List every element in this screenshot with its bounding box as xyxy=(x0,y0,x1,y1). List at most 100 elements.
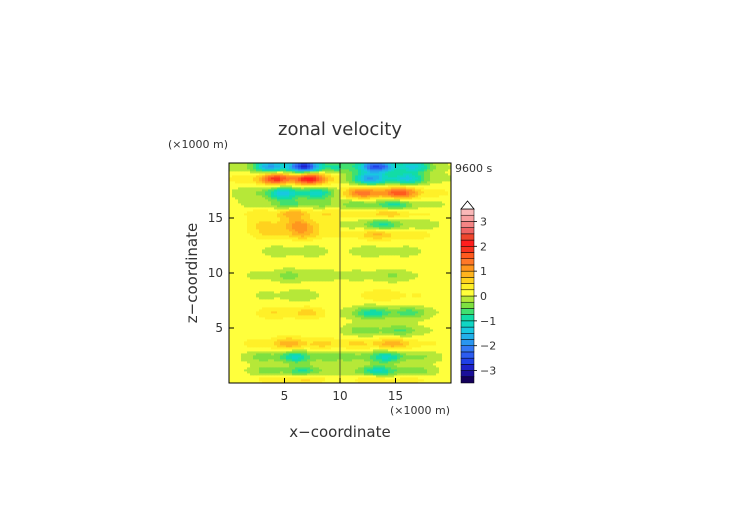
heatmap-cell xyxy=(310,323,314,326)
heatmap-cell xyxy=(229,303,233,306)
heatmap-cell xyxy=(388,357,392,360)
heatmap-cell xyxy=(235,361,239,364)
heatmap-cell xyxy=(319,357,323,360)
heatmap-cell xyxy=(325,311,329,314)
heatmap-cell xyxy=(445,285,449,288)
heatmap-cell xyxy=(445,313,449,316)
heatmap-cell xyxy=(448,303,451,306)
heatmap-cell xyxy=(394,359,398,362)
heatmap-cell xyxy=(370,341,374,344)
heatmap-cell xyxy=(268,307,272,310)
heatmap-cell xyxy=(337,327,341,330)
heatmap-cell xyxy=(313,253,317,256)
heatmap-cell xyxy=(295,279,299,282)
heatmap-cell xyxy=(334,325,338,328)
heatmap-cell xyxy=(421,381,425,383)
heatmap-cell xyxy=(415,297,419,300)
heatmap-cell xyxy=(292,369,296,372)
heatmap-cell xyxy=(301,297,305,300)
heatmap-cell xyxy=(298,255,302,258)
heatmap-cell xyxy=(238,359,242,362)
heatmap-cell xyxy=(427,313,431,316)
heatmap-cell xyxy=(268,303,272,306)
heatmap-cell xyxy=(433,317,437,320)
heatmap-cell xyxy=(352,281,356,284)
heatmap-cell xyxy=(232,299,236,302)
heatmap-cell xyxy=(256,305,260,308)
heatmap-cell xyxy=(382,257,386,260)
heatmap-cell xyxy=(409,321,413,324)
heatmap-cell xyxy=(403,283,407,286)
heatmap-cell xyxy=(448,299,451,302)
heatmap-cell xyxy=(448,333,451,336)
heatmap-cell xyxy=(241,333,245,336)
heatmap-cell xyxy=(277,329,281,332)
heatmap-cell xyxy=(250,341,254,344)
heatmap-cell xyxy=(325,247,329,250)
heatmap-cell xyxy=(307,323,311,326)
heatmap-cell xyxy=(310,375,314,378)
heatmap-cell xyxy=(367,379,371,382)
heatmap-cell xyxy=(367,267,371,270)
heatmap-cell xyxy=(298,351,302,354)
heatmap-cell xyxy=(232,355,236,358)
heatmap-cell xyxy=(325,305,329,308)
heatmap-cell xyxy=(316,281,320,284)
heatmap-cell xyxy=(232,337,236,340)
heatmap-cell xyxy=(229,249,233,252)
heatmap-cell xyxy=(277,369,281,372)
heatmap-cell xyxy=(307,313,311,316)
heatmap-cell xyxy=(289,327,293,330)
heatmap-cell xyxy=(379,347,383,350)
heatmap-cell xyxy=(262,323,266,326)
heatmap-cell xyxy=(277,307,281,310)
heatmap-cell xyxy=(370,351,374,354)
heatmap-cell xyxy=(445,347,449,350)
heatmap-cell xyxy=(418,311,422,314)
heatmap-cell xyxy=(322,247,326,250)
heatmap-cell xyxy=(331,259,335,262)
heatmap-cell xyxy=(361,335,365,338)
heatmap-cell xyxy=(349,323,353,326)
heatmap-cell xyxy=(430,315,434,318)
heatmap-cell xyxy=(355,341,359,344)
heatmap-cell xyxy=(418,381,422,383)
heatmap-cell xyxy=(229,307,233,310)
heatmap-cell xyxy=(268,381,272,383)
heatmap-cell xyxy=(244,343,248,346)
heatmap-cell xyxy=(313,321,317,324)
heatmap-cell xyxy=(346,367,350,370)
heatmap-cell xyxy=(235,335,239,338)
heatmap-cell xyxy=(415,309,419,312)
heatmap-cell xyxy=(328,375,332,378)
heatmap-cell xyxy=(286,289,290,292)
heatmap-cell xyxy=(295,271,299,274)
heatmap-cell xyxy=(229,287,233,290)
heatmap-cell xyxy=(235,275,239,278)
heatmap-cell xyxy=(325,333,329,336)
heatmap-cell xyxy=(334,337,338,340)
heatmap-cell xyxy=(337,315,341,318)
heatmap-cell xyxy=(367,381,371,383)
heatmap-cell xyxy=(310,295,314,298)
heatmap-cell xyxy=(334,345,338,348)
heatmap-cell xyxy=(448,377,451,380)
heatmap-cell xyxy=(232,303,236,306)
heatmap-cell xyxy=(376,355,380,358)
heatmap-cell xyxy=(361,277,365,280)
heatmap-cell xyxy=(448,249,451,252)
heatmap-cell xyxy=(412,305,416,308)
heatmap-cell xyxy=(322,287,326,290)
heatmap-cell xyxy=(355,339,359,342)
heatmap-cell xyxy=(385,339,389,342)
heatmap-cell xyxy=(268,277,272,280)
heatmap-cell xyxy=(271,289,275,292)
heatmap-cell xyxy=(382,339,386,342)
heatmap-cell xyxy=(370,335,374,338)
heatmap-cell xyxy=(394,261,398,264)
heatmap-cell xyxy=(298,367,302,370)
heatmap-cell xyxy=(274,345,278,348)
heatmap-cell xyxy=(253,351,257,354)
heatmap-cell xyxy=(265,321,269,324)
heatmap-cell xyxy=(427,347,431,350)
